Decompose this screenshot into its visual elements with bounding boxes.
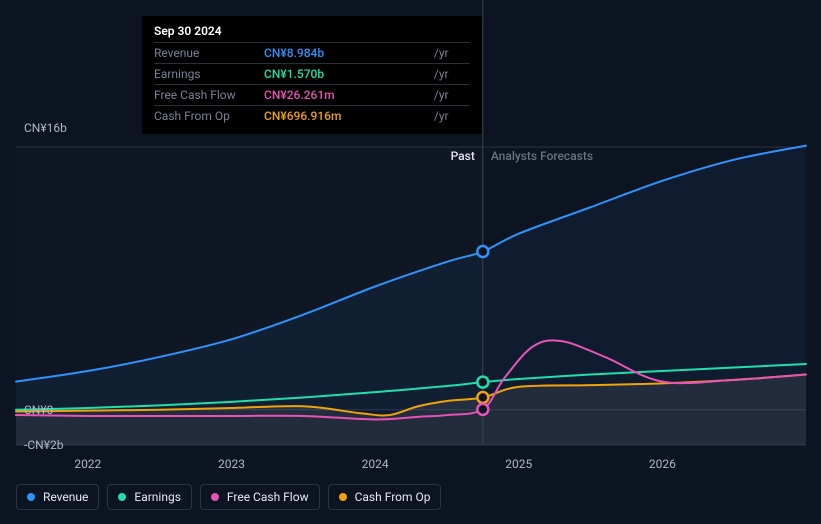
financial-chart: CN¥16b CN¥0 -CN¥2b 2022 2023 2024 2025 2026 Pa…: [0, 0, 821, 524]
x-tick-label: 2026: [649, 457, 676, 471]
cfo-legend-dot-icon: [339, 493, 347, 501]
fcf-hover-marker: [477, 404, 488, 415]
x-tick-label: 2024: [362, 457, 389, 471]
fcf-legend-dot-icon: [211, 493, 219, 501]
phase-label-past: Past: [451, 149, 475, 163]
x-tick-label: 2023: [218, 457, 245, 471]
tooltip-row: EarningsCN¥1.570b/yr: [154, 64, 470, 85]
earnings-hover-marker: [477, 377, 488, 388]
tooltip-row: Cash From OpCN¥696.916m/yr: [154, 106, 470, 127]
y-tick-label: CN¥16b: [24, 121, 67, 135]
revenue-hover-marker: [477, 246, 488, 257]
tooltip-row: Free Cash FlowCN¥26.261m/yr: [154, 85, 470, 106]
tooltip-row-unit: /yr: [430, 43, 470, 64]
earnings-legend-dot-icon: [118, 493, 126, 501]
tooltip-row-value: CN¥696.916m: [264, 106, 430, 127]
legend-item-revenue[interactable]: Revenue: [16, 484, 99, 510]
legend-label: Earnings: [134, 490, 181, 504]
tooltip-date: Sep 30 2024: [154, 24, 470, 42]
chart-tooltip: Sep 30 2024 RevenueCN¥8.984b/yrEarningsC…: [142, 16, 482, 134]
tooltip-row-value: CN¥8.984b: [264, 43, 430, 64]
tooltip-row: RevenueCN¥8.984b/yr: [154, 43, 470, 64]
tooltip-row-unit: /yr: [430, 106, 470, 127]
x-tick-label: 2025: [505, 457, 532, 471]
revenue-legend-dot-icon: [27, 493, 35, 501]
y-tick-label: -CN¥2b: [24, 438, 63, 452]
tooltip-row-value: CN¥1.570b: [264, 64, 430, 85]
y-tick-label: CN¥0: [24, 403, 53, 417]
legend-label: Cash From Op: [355, 490, 431, 504]
chart-legend: Revenue Earnings Free Cash Flow Cash From O…: [16, 484, 441, 510]
tooltip-row-label: Free Cash Flow: [154, 85, 264, 106]
tooltip-row-label: Revenue: [154, 43, 264, 64]
tooltip-row-unit: /yr: [430, 85, 470, 106]
phase-label-forecast: Analysts Forecasts: [491, 149, 593, 163]
tooltip-row-label: Cash From Op: [154, 106, 264, 127]
tooltip-row-unit: /yr: [430, 64, 470, 85]
tooltip-row-label: Earnings: [154, 64, 264, 85]
legend-item-cfo[interactable]: Cash From Op: [328, 484, 442, 510]
legend-label: Revenue: [43, 490, 88, 504]
legend-label: Free Cash Flow: [227, 490, 309, 504]
x-tick-label: 2022: [74, 457, 101, 471]
legend-item-earnings[interactable]: Earnings: [107, 484, 192, 510]
tooltip-row-value: CN¥26.261m: [264, 85, 430, 106]
cfo-hover-marker: [477, 392, 488, 403]
legend-item-fcf[interactable]: Free Cash Flow: [200, 484, 320, 510]
